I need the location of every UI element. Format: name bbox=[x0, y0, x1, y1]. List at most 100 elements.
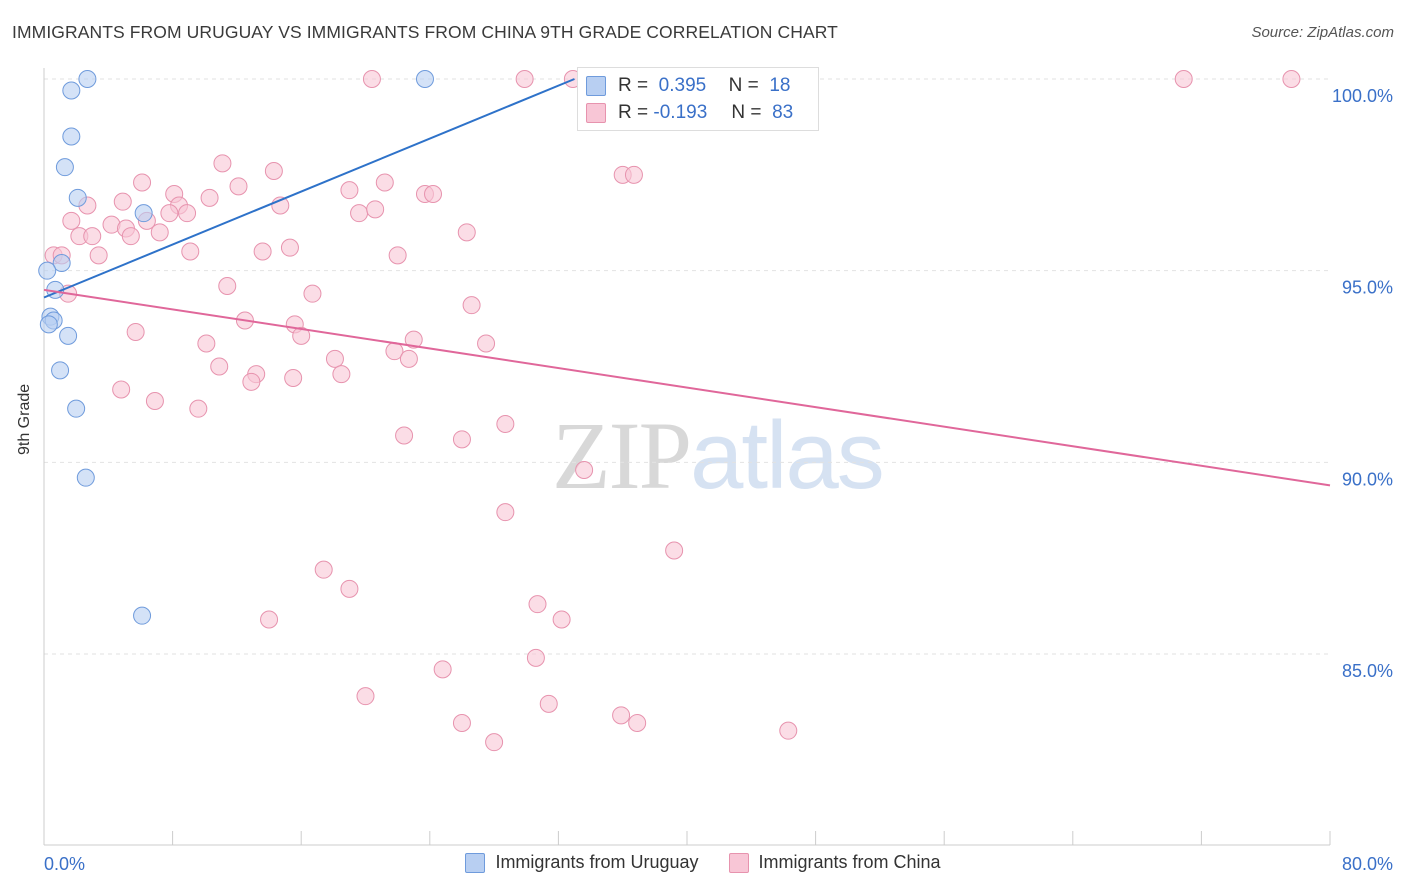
point-china bbox=[284, 369, 303, 387]
legend-label-uruguay: Immigrants from Uruguay bbox=[495, 852, 699, 872]
y-tick-label: 95.0% bbox=[1342, 278, 1393, 298]
point-uruguay bbox=[59, 326, 78, 345]
point-china bbox=[779, 721, 798, 740]
legend-row-china: R = -0.193 N = 83 bbox=[586, 101, 793, 125]
point-china bbox=[575, 461, 594, 479]
point-china bbox=[280, 238, 299, 257]
point-china bbox=[89, 246, 108, 265]
point-china bbox=[496, 415, 515, 433]
trend-line-uruguay bbox=[43, 78, 575, 299]
point-china bbox=[515, 70, 534, 88]
point-uruguay bbox=[133, 606, 152, 625]
legend-r-china: -0.193 bbox=[653, 102, 708, 123]
point-china bbox=[340, 181, 359, 200]
legend-n-label: N = bbox=[731, 102, 762, 123]
point-china bbox=[83, 227, 102, 246]
legend-r-uruguay: 0.395 bbox=[658, 75, 707, 96]
point-china bbox=[477, 334, 496, 353]
point-china bbox=[113, 192, 132, 211]
point-china bbox=[452, 714, 471, 732]
point-china bbox=[121, 227, 140, 246]
point-china bbox=[452, 430, 471, 449]
y-tick-label: 85.0% bbox=[1342, 661, 1393, 681]
point-china bbox=[628, 714, 647, 732]
point-uruguay bbox=[68, 188, 87, 207]
point-china bbox=[395, 426, 414, 445]
point-china bbox=[362, 70, 381, 88]
tick-labels: 85.0% 90.0% 95.0% 100.0% 0.0% 80.0% bbox=[44, 86, 1393, 874]
point-china bbox=[424, 185, 443, 203]
legend-r-label: R = bbox=[618, 102, 649, 123]
axes bbox=[43, 68, 1331, 846]
point-china bbox=[150, 223, 169, 242]
point-uruguay bbox=[62, 81, 81, 100]
y-tick-label: 100.0% bbox=[1332, 86, 1393, 106]
point-china bbox=[665, 541, 684, 560]
point-china bbox=[178, 204, 197, 223]
point-uruguay bbox=[52, 254, 71, 272]
point-china bbox=[253, 242, 272, 261]
point-china bbox=[200, 188, 219, 207]
y-tick-label: 90.0% bbox=[1342, 469, 1393, 489]
uruguay-legend-swatch bbox=[465, 852, 486, 873]
x-tick-label-max: 80.0% bbox=[1342, 854, 1393, 874]
point-china bbox=[145, 392, 164, 410]
uruguay-swatch bbox=[586, 76, 606, 96]
point-china bbox=[210, 357, 229, 376]
point-china bbox=[528, 595, 547, 614]
point-uruguay bbox=[67, 399, 86, 418]
point-china bbox=[539, 694, 558, 713]
point-china bbox=[62, 211, 81, 230]
point-china bbox=[356, 687, 375, 706]
point-uruguay bbox=[38, 261, 57, 280]
point-china bbox=[462, 296, 481, 315]
point-uruguay bbox=[415, 70, 434, 88]
point-china bbox=[242, 372, 261, 391]
point-china bbox=[485, 733, 504, 752]
source-label: Source: ZipAtlas.com bbox=[1251, 24, 1394, 41]
point-china bbox=[218, 277, 237, 295]
china-swatch bbox=[586, 103, 606, 123]
point-china bbox=[160, 204, 179, 223]
legend-n-china: 83 bbox=[772, 102, 794, 123]
point-uruguay bbox=[62, 127, 81, 146]
point-china bbox=[292, 326, 311, 345]
y-axis-label: 9th Grade bbox=[16, 383, 33, 455]
china-legend-swatch bbox=[728, 852, 749, 873]
point-china bbox=[612, 706, 631, 725]
legend-label-china: Immigrants from China bbox=[758, 852, 941, 872]
legend-row-uruguay: R = 0.395 N = 18 bbox=[586, 74, 790, 98]
point-china bbox=[366, 200, 385, 219]
data-points bbox=[38, 70, 1301, 752]
point-china bbox=[325, 349, 344, 368]
legend-n-uruguay: 18 bbox=[769, 75, 791, 96]
point-china bbox=[375, 173, 394, 192]
gridlines bbox=[44, 78, 1330, 655]
trend-line-china bbox=[43, 288, 1331, 487]
trend-lines bbox=[43, 78, 1331, 487]
point-china bbox=[1174, 70, 1193, 88]
point-china bbox=[213, 154, 232, 173]
point-china bbox=[457, 223, 476, 242]
legend-item-china: Immigrants from China bbox=[728, 852, 941, 873]
chart-title: IMMIGRANTS FROM URUGUAY VS IMMIGRANTS FR… bbox=[12, 22, 838, 42]
point-uruguay bbox=[51, 361, 70, 380]
point-china bbox=[314, 560, 333, 579]
point-china bbox=[126, 323, 145, 341]
point-uruguay bbox=[76, 468, 95, 487]
point-uruguay bbox=[55, 158, 74, 177]
watermark-atlas: atlas bbox=[690, 402, 885, 509]
point-china bbox=[229, 177, 248, 196]
x-tick-label-min: 0.0% bbox=[44, 854, 85, 874]
point-china bbox=[332, 365, 351, 384]
watermark-zip: ZIP bbox=[552, 402, 692, 509]
point-china bbox=[552, 610, 571, 629]
point-china bbox=[404, 330, 423, 349]
point-china bbox=[133, 173, 152, 192]
point-china bbox=[1282, 70, 1301, 88]
point-china bbox=[112, 380, 131, 399]
point-china bbox=[624, 165, 643, 184]
series-legend: Immigrants from Uruguay Immigrants from … bbox=[0, 852, 1406, 873]
point-china bbox=[197, 334, 216, 353]
